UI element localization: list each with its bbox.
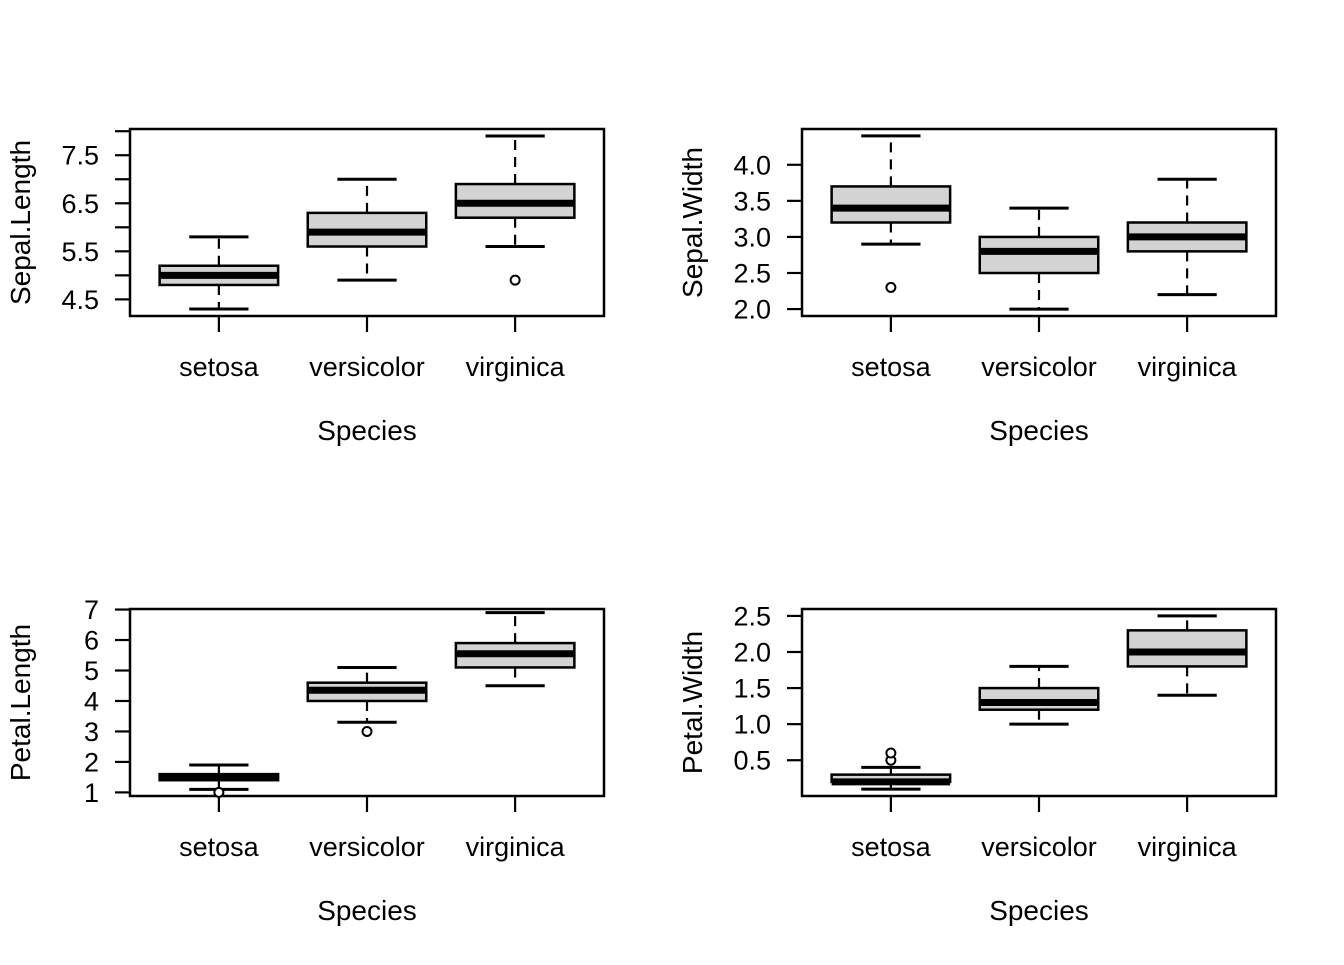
x-axis: setosa versicolor virginica <box>851 316 1238 382</box>
iqr-box <box>978 235 1100 275</box>
y-axis-title: Petal.Length <box>5 624 36 781</box>
y-tick-label: 2 <box>84 747 99 777</box>
x-axis-title: Species <box>989 415 1089 446</box>
y-tick-label: 3.0 <box>733 222 771 252</box>
y-tick-label: 7.5 <box>61 141 99 171</box>
y-axis-title: Sepal.Length <box>5 140 36 305</box>
y-tick-label: 1 <box>84 778 99 808</box>
box-setosa <box>830 134 952 293</box>
box-versicolor <box>978 206 1100 311</box>
y-tick-label: 4 <box>84 686 99 716</box>
x-axis-title: Species <box>317 895 417 926</box>
panel-petal-width: 0.5 1.0 1.5 2.0 2.5 setosa versicolor virginica… <box>672 480 1344 960</box>
x-axis-title: Species <box>989 895 1089 926</box>
box-versicolor <box>306 665 428 737</box>
y-tick-label: 2.5 <box>733 259 771 289</box>
category-label-versicolor: versicolor <box>309 352 425 382</box>
y-axis-title: Petal.Width <box>677 631 708 774</box>
category-label-setosa: setosa <box>851 832 932 862</box>
iqr-box <box>1126 629 1248 668</box>
x-axis: setosa versicolor virginica <box>179 316 566 382</box>
y-tick-label: 4.5 <box>61 285 99 315</box>
category-label-virginica: virginica <box>466 352 566 382</box>
y-tick-label: 3.5 <box>733 186 771 216</box>
y-axis-title: Sepal.Width <box>677 147 708 298</box>
outlier-point <box>509 274 521 286</box>
y-tick-label: 5 <box>84 656 99 686</box>
y-tick-label: 5.5 <box>61 237 99 267</box>
panel-petal-length: 1 2 3 4 5 6 7 setosa versicolor virginica Petal.Le… <box>0 480 672 960</box>
box-virginica <box>1126 177 1248 297</box>
box-virginica <box>454 134 576 286</box>
category-label-setosa: setosa <box>851 352 932 382</box>
y-tick-label: 3 <box>84 717 99 747</box>
box-virginica <box>454 611 576 688</box>
outlier-point <box>361 725 373 737</box>
category-label-setosa: setosa <box>179 832 260 862</box>
y-tick-label: 4.0 <box>733 150 771 180</box>
y-tick-label: 0.5 <box>733 746 771 776</box>
y-tick-label: 2.0 <box>733 295 771 325</box>
category-label-virginica: virginica <box>466 832 566 862</box>
box-virginica <box>1126 614 1248 697</box>
category-label-versicolor: versicolor <box>309 832 425 862</box>
box-setosa <box>158 763 280 798</box>
category-label-versicolor: versicolor <box>981 832 1097 862</box>
y-tick-label: 6.5 <box>61 189 99 219</box>
outlier-point <box>885 747 897 759</box>
y-tick-label: 2.0 <box>733 637 771 667</box>
boxplot-sepal-length: 4.5 5.5 6.5 7.5 setosa versicolor virginica Sep… <box>5 127 606 446</box>
box-setosa <box>158 235 280 311</box>
category-label-versicolor: versicolor <box>981 352 1097 382</box>
box-versicolor <box>306 177 428 282</box>
iqr-box <box>978 686 1100 711</box>
boxplot-petal-width: 0.5 1.0 1.5 2.0 2.5 setosa versicolor virginica… <box>677 601 1278 926</box>
box-versicolor <box>978 664 1100 726</box>
category-label-virginica: virginica <box>1138 832 1238 862</box>
box-setosa <box>830 747 952 791</box>
category-label-setosa: setosa <box>179 352 260 382</box>
y-axis: 0.5 1.0 1.5 2.0 2.5 <box>733 601 802 776</box>
iqr-box <box>830 185 952 224</box>
outlier-point <box>885 281 897 293</box>
x-axis-title: Species <box>317 415 417 446</box>
y-tick-label: 6 <box>84 626 99 656</box>
y-tick-label: 1.0 <box>733 710 771 740</box>
boxplot-sepal-width: 2.0 2.5 3.0 3.5 4.0 setosa versicolor virginica… <box>677 127 1278 446</box>
y-tick-label: 2.5 <box>733 601 771 631</box>
x-axis: setosa versicolor virginica <box>851 796 1238 862</box>
x-axis: setosa versicolor virginica <box>179 796 566 862</box>
panel-sepal-width: 2.0 2.5 3.0 3.5 4.0 setosa versicolor virginica… <box>672 0 1344 480</box>
y-tick-label: 7 <box>84 595 99 625</box>
y-axis: 4.5 5.5 6.5 7.5 <box>61 130 130 315</box>
outlier-point <box>213 786 225 798</box>
category-label-virginica: virginica <box>1138 352 1238 382</box>
panel-sepal-length: 4.5 5.5 6.5 7.5 setosa versicolor virginica Sep… <box>0 0 672 480</box>
y-axis: 2.0 2.5 3.0 3.5 4.0 <box>733 150 802 325</box>
y-tick-label: 1.5 <box>733 674 771 704</box>
